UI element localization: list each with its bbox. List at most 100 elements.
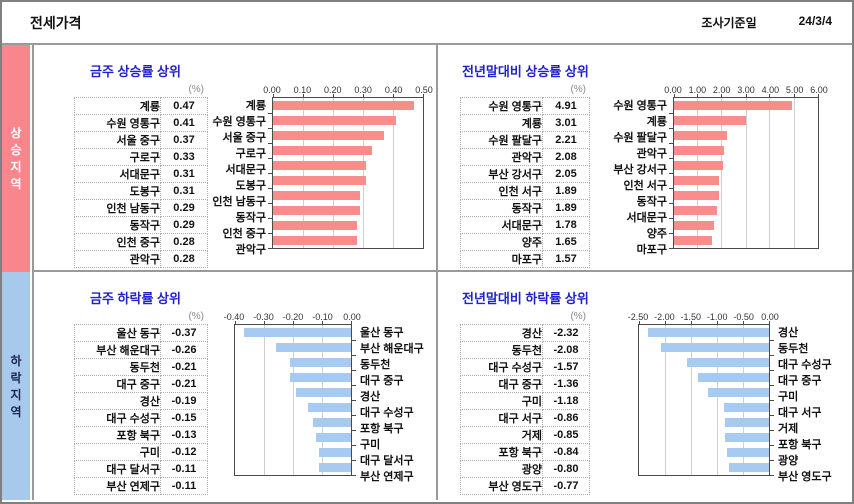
section-title-weekly-fall: 금주 하락률 상위 (90, 291, 181, 306)
table-row: 관악구 0.28 (74, 250, 208, 268)
gridline (664, 321, 666, 475)
axis-tick-label: 0.40 (384, 85, 403, 95)
bar-row (669, 233, 818, 249)
axis-tick-label: 0.00 (343, 312, 361, 322)
category-label: 거제 (778, 423, 799, 435)
table-row: 대구 수성구 -1.57 (460, 358, 590, 376)
gridline (350, 321, 352, 475)
value-cell: 4.91 (542, 97, 590, 115)
region-cell: 서대문구 (74, 165, 161, 183)
value-cell: 2.08 (542, 148, 590, 166)
bar-row (639, 370, 774, 386)
plot-area (268, 94, 424, 249)
bar-row (639, 430, 774, 446)
table-row: 동작구 1.89 (460, 199, 590, 217)
region-cell: 광양 (460, 460, 543, 478)
bar (674, 236, 712, 245)
region-cell: 마포구 (460, 250, 543, 268)
region-cell: 경산 (460, 324, 543, 342)
region-cell: 거제 (460, 426, 543, 444)
category-label: 동작구 (235, 212, 266, 224)
category-label: 대구 수성구 (360, 407, 414, 419)
value-cell: -0.84 (542, 443, 590, 461)
value-cell: -0.77 (542, 477, 590, 495)
bar (687, 358, 769, 367)
gridline (697, 94, 699, 248)
axis-tick-label: -1.00 (706, 312, 728, 322)
bar (727, 448, 769, 457)
value-cell: 2.05 (542, 165, 590, 183)
value-cell: -1.18 (542, 392, 590, 410)
sidebar-label-char: 역 (10, 404, 22, 419)
category-label: 동작구 (636, 196, 667, 208)
section-content: (%) 경산 -2.32 동두천 -2.08 대구 수성구 -1.57 대구 중구 -1.36… (438, 309, 852, 495)
region-cell: 인천 남동구 (74, 199, 161, 217)
table-row: 부산 연제구 -0.11 (74, 477, 208, 495)
category-label: 포항 북구 (360, 423, 404, 435)
axis-tick-label: -0.20 (282, 312, 304, 322)
table-row: 경산 -0.19 (74, 392, 208, 410)
region-cell: 계룡 (74, 97, 161, 115)
bar-row (639, 385, 774, 401)
table-row: 대구 달서구 -0.11 (74, 460, 208, 478)
bar-row (268, 218, 423, 234)
category-label: 서대문구 (225, 164, 266, 176)
region-cell: 경산 (74, 392, 161, 410)
plot-area (669, 94, 819, 249)
axis-tick-label: 0.00 (263, 85, 281, 95)
category-label: 동두천 (360, 359, 391, 371)
bar (273, 161, 366, 170)
gridline (292, 321, 294, 475)
bar-row (268, 143, 423, 159)
category-label: 부산 영도구 (778, 471, 832, 483)
section-content: (%) 울산 동구 -0.37 부산 해운대구 -0.26 동두천 -0.21 대구 중구 -… (34, 309, 436, 495)
category-labels: 울산 동구 부산 해운대구 동두천 대구 중구 경산 대구 수성구 포항 북구 구미 대구 달서… (352, 324, 430, 483)
bar (724, 403, 769, 412)
value-cell: 0.29 (160, 199, 208, 217)
rate-table: 울산 동구 -0.37 부산 해운대구 -0.26 동두천 -0.21 대구 중구 -0.21… (74, 324, 208, 495)
bar-row (669, 128, 818, 144)
region-cell: 수원 영통구 (460, 97, 543, 115)
value-cell: 0.41 (160, 114, 208, 132)
rate-table: 수원 영통구 4.91 계룡 3.01 수원 팔달구 2.21 관악구 2.08 부산 강서구 2… (460, 97, 590, 268)
bar-row (669, 173, 818, 189)
sidebar-label-char: 상 (10, 126, 22, 140)
bar-row (268, 113, 423, 129)
gridline (302, 94, 304, 248)
bar-row (268, 98, 423, 114)
axis-tick-label: 0.20 (324, 85, 342, 95)
axis-tick-label: 3.00 (737, 85, 755, 95)
bar-row (235, 340, 356, 356)
bar (273, 206, 360, 215)
table-row: 계룡 0.47 (74, 97, 208, 115)
region-cell: 부산 해운대구 (74, 341, 161, 359)
region-cell: 대구 달서구 (74, 460, 161, 478)
axis-tick-label: -2.00 (654, 312, 675, 322)
table-row: 구로구 0.33 (74, 148, 208, 166)
table-row: 서대문구 1.78 (460, 216, 590, 234)
sidebar-label-char: 역 (10, 177, 22, 191)
category-label: 계룡 (646, 116, 667, 128)
value-cell: 0.33 (160, 148, 208, 166)
data-table-block: (%) 경산 -2.32 동두천 -2.08 대구 수성구 -1.57 대구 중구 -1.36… (460, 309, 590, 495)
table-row: 관악구 2.08 (460, 148, 590, 166)
report-header: 전세가격 조사기준일 24/3/4 (2, 2, 852, 45)
x-axis: 0.00 0.10 0.20 0.30 0.40 0.50 (263, 82, 433, 97)
value-cell: -0.13 (160, 426, 208, 444)
bar (319, 463, 351, 472)
table-row: 경산 -2.32 (460, 324, 590, 342)
value-cell: 0.47 (160, 97, 208, 115)
bar-row (268, 158, 423, 174)
region-cell: 인천 중구 (74, 233, 161, 251)
bar-row (639, 400, 774, 416)
bar (725, 433, 769, 442)
category-label: 수원 영통구 (212, 116, 266, 128)
bar-row (669, 113, 818, 129)
table-row: 대구 중구 -0.21 (74, 375, 208, 393)
quadrant-ytd-fall: 전년말대비 하락률 상위 (%) 경산 -2.32 동두천 -2.08 대구 수성구 -1… (438, 272, 852, 500)
data-table-block: (%) 계룡 0.47 수원 영통구 0.41 서울 중구 0.37 구로구 0.33 서대문구… (74, 82, 208, 268)
bar-row (669, 158, 818, 174)
